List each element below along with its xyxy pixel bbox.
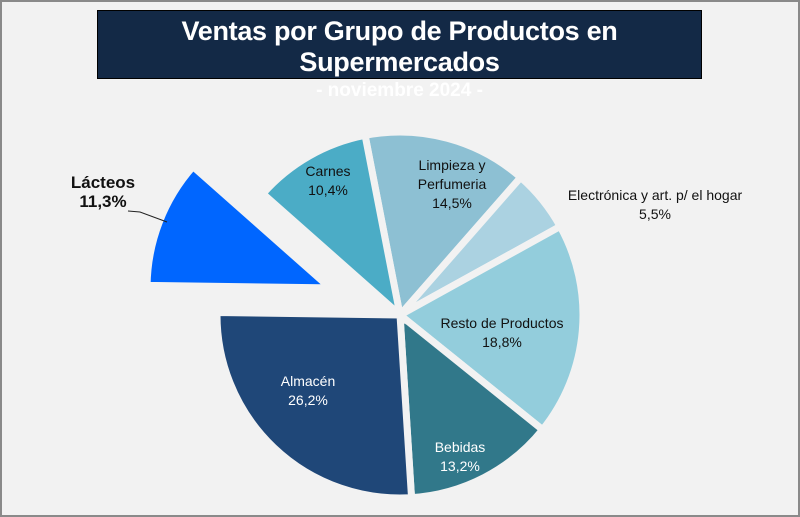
title-banner: Ventas por Grupo de Productos en Superme…: [97, 10, 702, 101]
pie-slice-limpieza-y-perfumeria: [360, 128, 526, 323]
data-label-value: 10,4%: [308, 182, 348, 198]
data-label-name: Limpieza y: [419, 157, 486, 173]
data-label-value: 13,2%: [440, 458, 480, 474]
chart-subtitle: - noviembre 2024 -: [316, 80, 483, 101]
data-label-value: 11,3%: [79, 192, 126, 211]
data-label-name: Carnes: [305, 163, 350, 179]
data-label-name: Electrónica y art. p/ el hogar: [568, 187, 743, 203]
data-label-name: Almacén: [281, 373, 335, 389]
chart-title: Ventas por Grupo de Productos en Superme…: [181, 16, 618, 77]
data-label-name: Perfumeria: [418, 176, 487, 192]
pie-slice-bebidas: [396, 307, 548, 502]
data-label-value: 14,5%: [432, 195, 472, 211]
pie-slice-l-cteos: [143, 161, 340, 292]
data-label-name: Resto de Productos: [441, 315, 564, 331]
pie-slice-almac-n: [213, 308, 416, 502]
data-label-name: Bebidas: [435, 439, 486, 455]
pie-slice-carnes: [258, 131, 406, 325]
data-label-value: 5,5%: [639, 206, 671, 222]
data-label-value: 18,8%: [482, 334, 522, 350]
data-label-value: 26,2%: [288, 392, 328, 408]
data-label-name: Lácteos: [71, 173, 135, 192]
pie-slice-resto-de-productos: [393, 221, 587, 435]
leader-line: [127, 210, 168, 223]
